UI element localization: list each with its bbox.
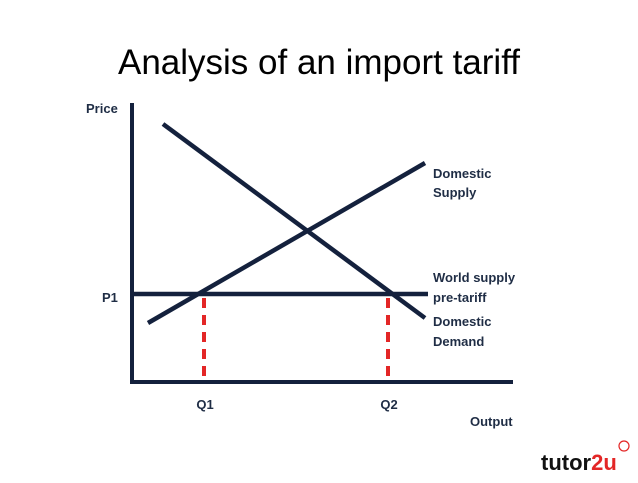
logo-icon	[618, 440, 630, 452]
world-supply-label: World supply	[433, 270, 516, 285]
logo-accent: 2u	[591, 450, 617, 475]
demand-label: Domestic	[433, 314, 492, 329]
supply-label: Supply	[433, 185, 477, 200]
q1-label: Q1	[196, 397, 213, 412]
demand-label: Demand	[433, 334, 484, 349]
title: Analysis of an import tariff	[118, 43, 520, 82]
demand-line	[161, 122, 427, 320]
logo: tutor2u	[541, 450, 617, 475]
q2-label: Q2	[380, 397, 397, 412]
supply-line	[146, 161, 427, 325]
x-axis-label: Output	[470, 414, 513, 429]
world-supply-label: pre-tariff	[433, 290, 487, 305]
p1-label: P1	[102, 290, 118, 305]
logo-text: tutor	[541, 450, 592, 475]
y-axis-label: Price	[86, 101, 118, 116]
supply-label: Domestic	[433, 166, 492, 181]
